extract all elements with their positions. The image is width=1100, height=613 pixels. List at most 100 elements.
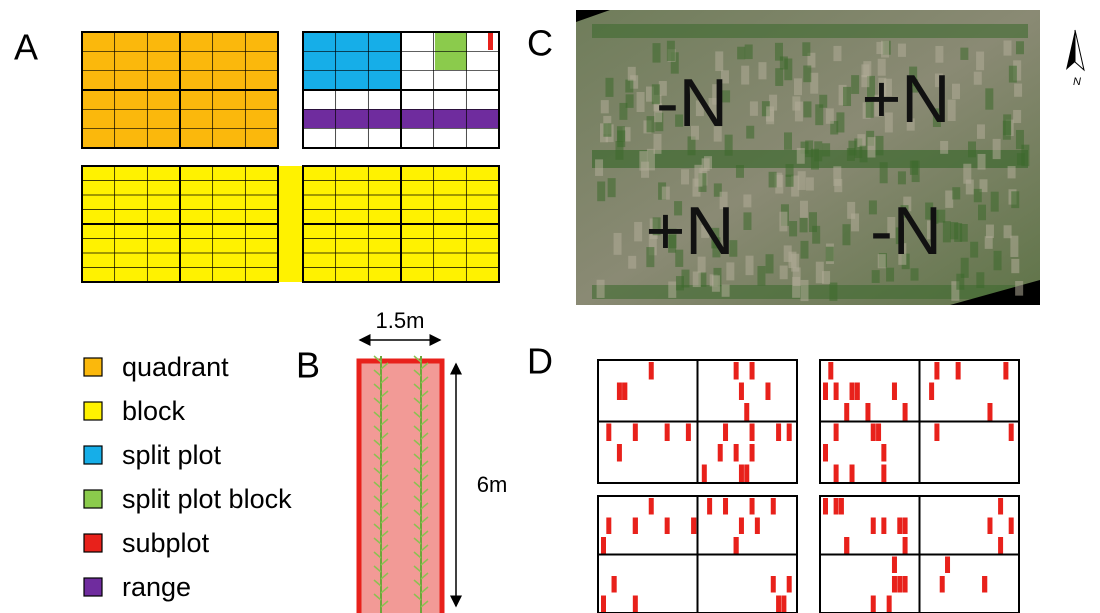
subplot-mark (776, 424, 781, 442)
subplot-mark (734, 537, 739, 554)
plot-texture (826, 247, 834, 262)
subplot-mark (998, 498, 1003, 515)
plot-texture (912, 161, 920, 183)
subplot-mark (606, 518, 611, 535)
treatment-label: -N (870, 193, 942, 269)
plot-texture (970, 242, 978, 258)
grass-strip (592, 24, 1028, 38)
plot-texture (833, 46, 841, 61)
legend-label: range (122, 572, 191, 602)
subplot-mark (823, 383, 828, 401)
plot-texture (880, 162, 888, 183)
plot-texture (766, 106, 774, 124)
panel-label: A (14, 27, 38, 68)
subplot-mark (903, 403, 908, 421)
plot-texture (803, 101, 811, 117)
subplot-mark (892, 576, 897, 593)
plot-texture (985, 88, 993, 109)
plot-texture (595, 159, 603, 176)
subplot-mark (834, 424, 839, 442)
subplot-mark (723, 498, 728, 515)
plot-texture (681, 169, 689, 184)
plot-texture (750, 101, 758, 115)
subplot-mark (887, 596, 892, 613)
subplot-mark (1009, 518, 1014, 535)
plot-texture (803, 66, 811, 83)
plot-texture (1003, 40, 1011, 55)
plot-texture (789, 221, 797, 236)
subplot-mark (718, 444, 723, 462)
plot-texture (960, 48, 968, 60)
subplot-mark (839, 498, 844, 515)
plot-texture (1014, 84, 1022, 97)
plot-texture (851, 213, 859, 231)
legend: quadrantblocksplit plotsplit plot blocks… (84, 352, 292, 602)
subplot-mark (739, 465, 744, 483)
subplot-mark (855, 383, 860, 401)
plot-texture (628, 67, 636, 81)
subplot-mark (876, 424, 881, 442)
plot-texture (614, 233, 622, 255)
plot-texture (597, 181, 605, 201)
plot-texture (800, 201, 808, 218)
subplot-mark (871, 424, 876, 442)
plot-texture (822, 143, 830, 156)
plot-texture (792, 96, 800, 110)
plot-texture (780, 266, 788, 280)
subplot-mark (633, 424, 638, 442)
plot-texture (597, 280, 605, 298)
subplot-mark (892, 383, 897, 401)
legend-swatch (84, 490, 102, 508)
subplot-mark (1003, 362, 1008, 380)
subplot-mark (787, 576, 792, 593)
plot-texture (802, 42, 810, 56)
plot-texture (851, 75, 859, 94)
subplot-mark (823, 498, 828, 515)
plot-texture (779, 212, 787, 232)
subplot-mark (987, 518, 992, 535)
subplot-mark (897, 576, 902, 593)
plot-texture (954, 223, 962, 242)
plot-texture (847, 148, 855, 161)
subplot-mark (834, 383, 839, 401)
plot-texture (784, 132, 792, 149)
plot-texture (978, 154, 986, 170)
subplot-mark (881, 444, 886, 462)
plot-texture (940, 141, 948, 154)
plot-texture (1008, 166, 1016, 178)
subplot-mark (734, 444, 739, 462)
plot-texture (810, 73, 818, 94)
legend-swatch (84, 534, 102, 552)
legend-label: split plot (122, 440, 222, 470)
panel-b-plot (359, 340, 456, 613)
subplot-mark (834, 498, 839, 515)
subplot-mark (892, 557, 897, 574)
subplot-mark (750, 444, 755, 462)
subplot-mark (987, 403, 992, 421)
plot-texture (617, 126, 625, 141)
plot-texture (842, 224, 850, 245)
plot-texture (775, 43, 783, 61)
plot-texture (793, 267, 801, 286)
panel-a-grids (82, 32, 499, 282)
plot-texture (898, 44, 906, 57)
subplot-mark (823, 444, 828, 462)
plot-texture (815, 104, 823, 125)
subplot-mark (844, 537, 849, 554)
subplot-mark (781, 596, 786, 613)
subplot-mark (871, 596, 876, 613)
subplot-mark (723, 424, 728, 442)
plot-texture (977, 124, 985, 138)
plot-texture (601, 100, 609, 113)
subplot-mark (649, 362, 654, 380)
subplot-mark (881, 518, 886, 535)
plot-texture (653, 43, 661, 62)
plot-texture (991, 192, 999, 212)
plot-texture (986, 225, 994, 238)
plot-texture (746, 256, 754, 275)
plot-texture (746, 126, 754, 139)
plot-texture (800, 218, 808, 233)
subplot-mark (945, 557, 950, 574)
plot-texture (603, 123, 611, 136)
subplot-mark (649, 498, 654, 515)
